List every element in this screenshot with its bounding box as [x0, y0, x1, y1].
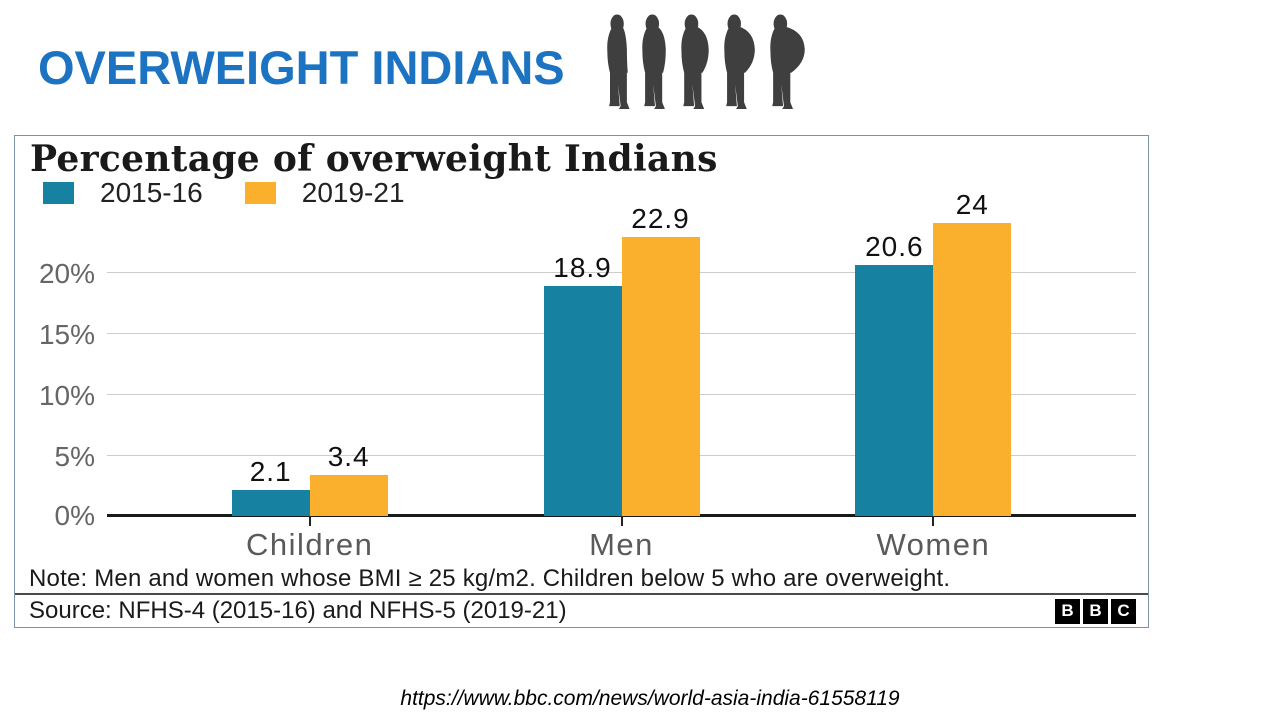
source-text: Source: NFHS-4 (2015-16) and NFHS-5 (201…: [29, 597, 567, 624]
bar-children-2019-21: 3.4: [309, 441, 388, 516]
bar-women-2019-21: 24: [933, 189, 1012, 516]
y-tick-label: 5%: [54, 441, 95, 472]
source-url: https://www.bbc.com/news/world-asia-indi…: [400, 687, 900, 710]
bar-group-men: 18.9 22.9: [543, 203, 700, 516]
overweight-person-icon: [770, 14, 805, 110]
category-tick: [932, 516, 935, 526]
value-label: 3.4: [327, 440, 370, 472]
legend-swatch-2019-21: [244, 182, 276, 204]
overweight-silhouettes-group: [602, 10, 812, 112]
overweight-person-icon: [681, 14, 709, 110]
category-label-children: Children: [245, 527, 374, 562]
bar-group-children: 2.1 3.4: [231, 441, 388, 516]
source-row: Source: NFHS-4 (2015-16) and NFHS-5 (201…: [15, 593, 1148, 627]
value-label: 24: [955, 189, 989, 221]
overweight-person-icon: [724, 14, 755, 110]
bbc-logo-letter: B: [1083, 598, 1108, 624]
y-tick-label: 10%: [38, 380, 95, 411]
page-title: OVERWEIGHT INDIANS: [38, 41, 565, 94]
legend-item-2019-21: 2019-21: [244, 177, 405, 209]
chart-note: Note: Men and women whose BMI ≥ 25 kg/m2…: [29, 565, 951, 592]
legend-swatch-2015-16: [43, 182, 74, 204]
bbc-logo-letter: C: [1111, 598, 1136, 624]
bbc-logo-letter: B: [1055, 598, 1080, 624]
y-tick-label: 0%: [54, 500, 95, 531]
category-tick: [620, 516, 623, 526]
bar-women-2015-16: 20.6: [855, 231, 934, 516]
chart-title: Percentage of overweight Indians: [30, 138, 718, 180]
legend-item-2015-16: 2015-16: [43, 177, 203, 209]
y-tick-label: 20%: [38, 258, 95, 289]
plot-area: 0% 5% 10% 15% 20% 2.1 3.4 Children 18.9 22.9 Men 20…: [39, 189, 1136, 562]
legend-label: 2015-16: [100, 177, 203, 208]
value-label: 22.9: [631, 202, 690, 234]
bar-men-2015-16: 18.9: [543, 252, 622, 516]
value-label: 2.1: [249, 456, 292, 488]
legend-label: 2019-21: [301, 177, 405, 208]
bbc-chart-card: Percentage of overweight Indians 2015-16…: [14, 135, 1149, 628]
y-tick-label: 15%: [38, 319, 95, 350]
overweight-person-icon: [642, 14, 666, 110]
bar-men-2019-21: 22.9: [621, 203, 700, 516]
value-label: 18.9: [553, 251, 612, 283]
bar-group-women: 20.6 24: [855, 189, 1012, 516]
overweight-person-icon: [607, 14, 630, 110]
value-label: 20.6: [865, 230, 924, 262]
category-label-men: Men: [589, 527, 654, 562]
category-tick: [308, 516, 311, 526]
bar-children-2015-16: 2.1: [231, 456, 310, 516]
category-label-women: Women: [876, 527, 991, 562]
chart-legend: 2015-16 2019-21: [43, 177, 1148, 208]
